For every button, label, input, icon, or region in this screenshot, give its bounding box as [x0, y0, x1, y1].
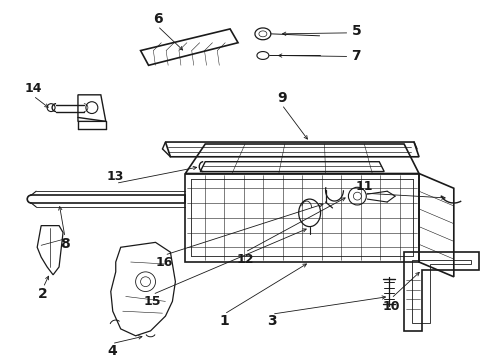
- Text: 5: 5: [351, 24, 361, 38]
- Text: 4: 4: [107, 343, 117, 357]
- Text: 12: 12: [236, 253, 254, 266]
- Text: 16: 16: [156, 256, 173, 269]
- Text: 6: 6: [153, 12, 162, 26]
- Text: 1: 1: [219, 314, 229, 328]
- Text: 14: 14: [24, 82, 42, 95]
- Text: 2: 2: [38, 288, 48, 301]
- Text: 15: 15: [144, 295, 161, 308]
- Text: 7: 7: [351, 49, 361, 63]
- Text: 3: 3: [267, 314, 277, 328]
- Text: 11: 11: [356, 180, 373, 193]
- Text: 10: 10: [382, 300, 400, 313]
- Text: 9: 9: [277, 91, 287, 105]
- Text: 13: 13: [107, 170, 124, 183]
- Text: 8: 8: [60, 237, 70, 251]
